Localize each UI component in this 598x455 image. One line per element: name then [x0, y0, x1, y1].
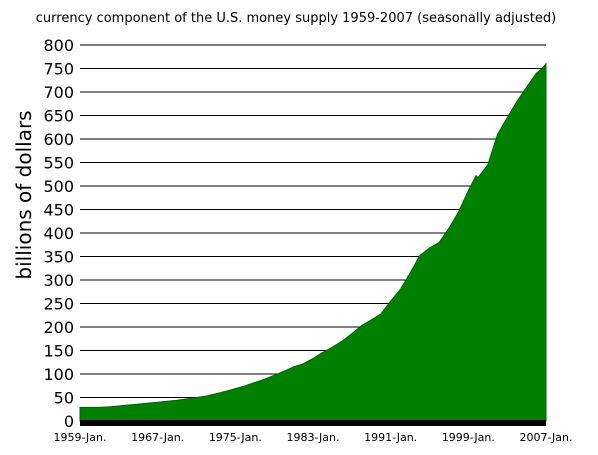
- y-tick-label: 0: [64, 412, 74, 431]
- area-layer: [79, 62, 547, 422]
- y-tick-label: 100: [43, 365, 74, 384]
- x-tick-label: 1991-Jan.: [364, 431, 417, 444]
- y-tick-label: 600: [43, 130, 74, 149]
- chart-title: currency component of the U.S. money sup…: [36, 11, 556, 26]
- y-tick-label: 250: [43, 295, 74, 314]
- y-tick-label: 400: [43, 224, 74, 243]
- y-tick-label: 450: [43, 201, 74, 220]
- x-axis-ticks: 1959-Jan. 1967-Jan. 1975-Jan. 1983-Jan. 1991…: [53, 431, 572, 444]
- x-tick-label: 1959-Jan.: [53, 431, 106, 444]
- x-axis-baseline: [80, 420, 546, 426]
- y-tick-label: 50: [54, 389, 74, 408]
- x-tick-label: 1999-Jan.: [442, 431, 495, 444]
- y-axis-label: billions of dollars: [12, 110, 36, 279]
- x-tick-label: 1983-Jan.: [286, 431, 339, 444]
- x-tick-label: 2007-Jan.: [519, 431, 572, 444]
- x-tick-label: 1967-Jan.: [131, 431, 184, 444]
- y-tick-label: 650: [43, 107, 74, 126]
- y-tick-label: 150: [43, 342, 74, 361]
- x-tick-label: 1975-Jan.: [209, 431, 262, 444]
- y-tick-label: 800: [43, 36, 74, 55]
- y-tick-label: 500: [43, 177, 74, 196]
- y-tick-label: 700: [43, 83, 74, 102]
- y-tick-label: 750: [43, 60, 74, 79]
- currency-area: [79, 62, 547, 422]
- y-tick-label: 300: [43, 271, 74, 290]
- y-axis-ticks: 0 50 100 150 200 250 300 350 400 450 500 550 600 650 7…: [43, 36, 74, 431]
- gridlines: [80, 44, 546, 398]
- y-tick-label: 350: [43, 248, 74, 267]
- y-tick-label: 200: [43, 318, 74, 337]
- y-tick-label: 550: [43, 154, 74, 173]
